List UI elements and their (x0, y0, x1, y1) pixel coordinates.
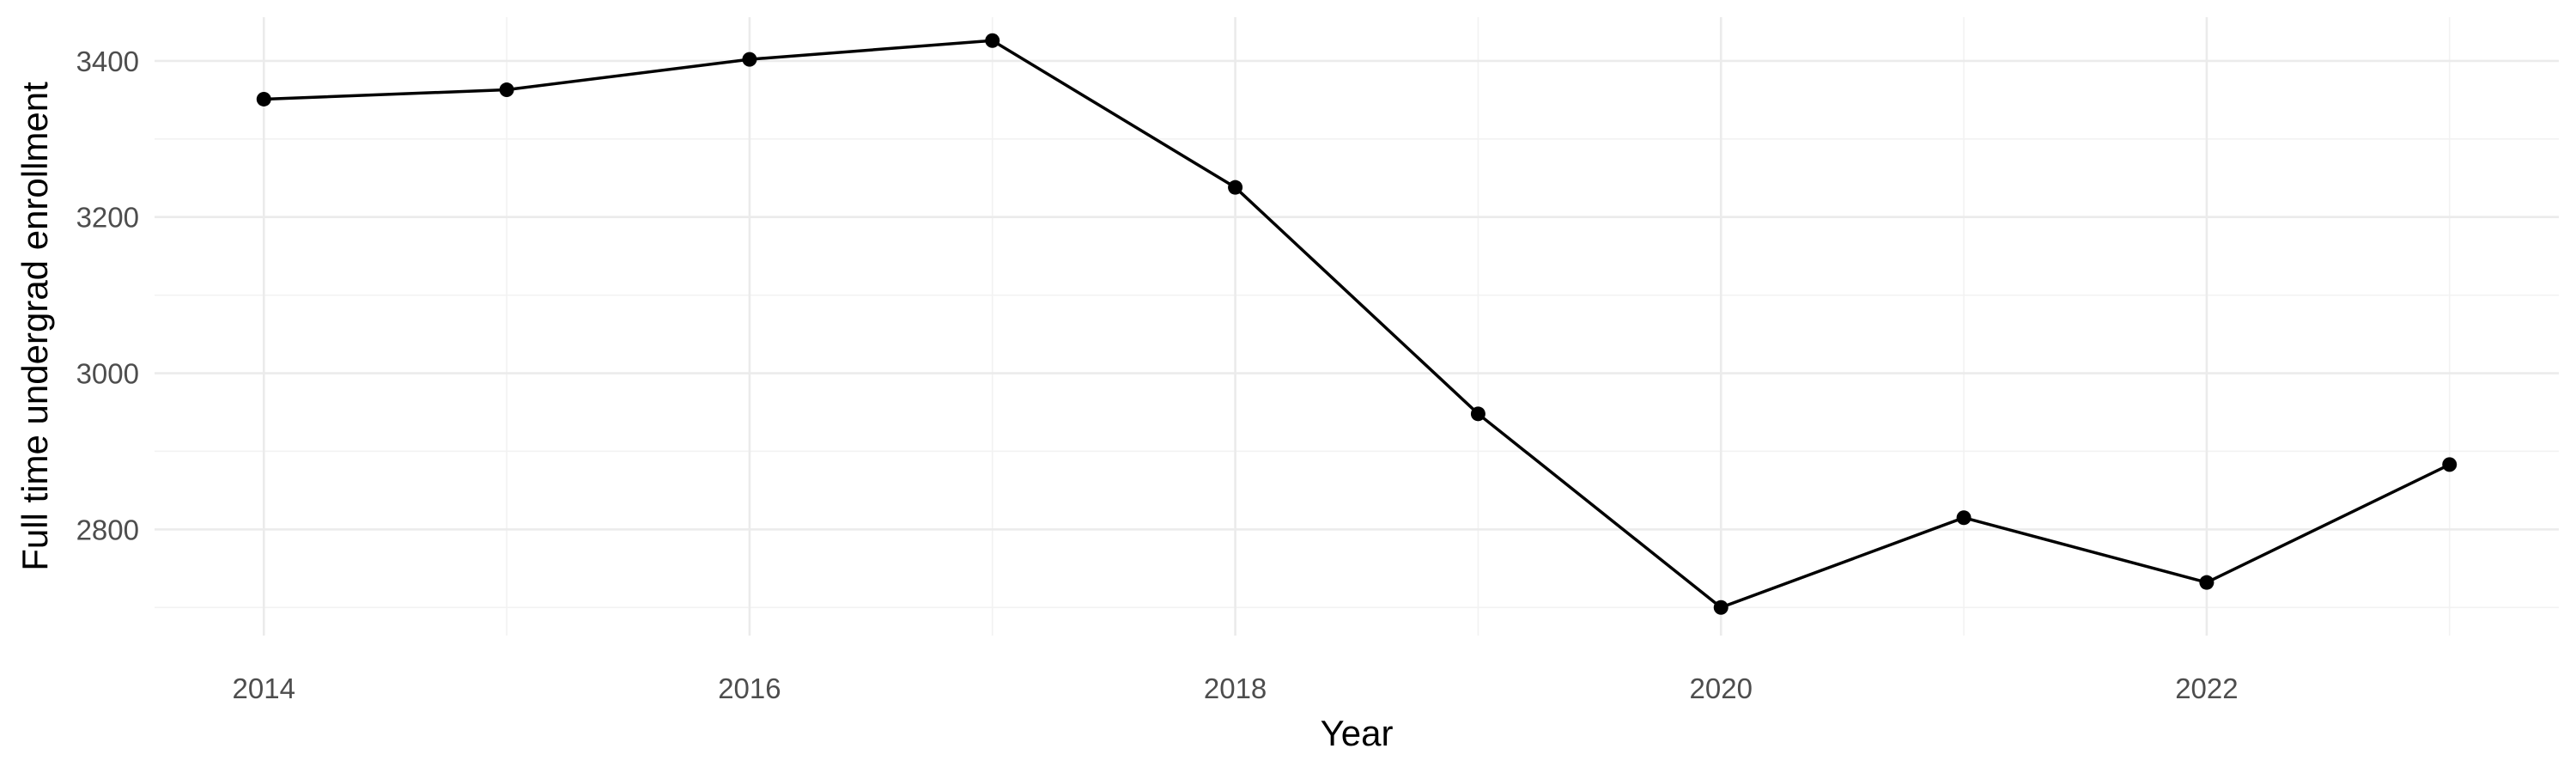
data-point (1713, 600, 1728, 615)
data-point (742, 52, 757, 67)
data-point (2199, 575, 2215, 590)
y-tick-label: 3000 (76, 358, 139, 390)
y-tick-label: 3200 (76, 202, 139, 234)
x-axis-title: Year (1321, 713, 1394, 753)
x-tick-label: 2022 (2175, 673, 2238, 704)
data-point (499, 82, 514, 98)
data-point (1956, 510, 1971, 526)
data-point (1228, 180, 1243, 195)
data-point (1470, 406, 1485, 422)
x-tick-label: 2014 (233, 673, 295, 704)
data-point (256, 91, 271, 107)
series-layer (256, 33, 2458, 615)
x-tick-label: 2016 (718, 673, 781, 704)
x-tick-label: 2020 (1690, 673, 1753, 704)
y-tick-label: 3400 (76, 46, 139, 77)
tick-label-layer: 2014 2016 2018 2020 2022 2800 3000 3200 3400 (76, 46, 2239, 704)
x-tick-label: 2018 (1204, 673, 1267, 704)
data-point (2442, 457, 2458, 472)
grid-layer (155, 17, 2559, 636)
series-line (264, 39, 2451, 610)
data-point (985, 33, 1000, 48)
y-tick-label: 2800 (76, 514, 139, 545)
y-axis-title: Full time undergrad enrollment (15, 82, 55, 571)
